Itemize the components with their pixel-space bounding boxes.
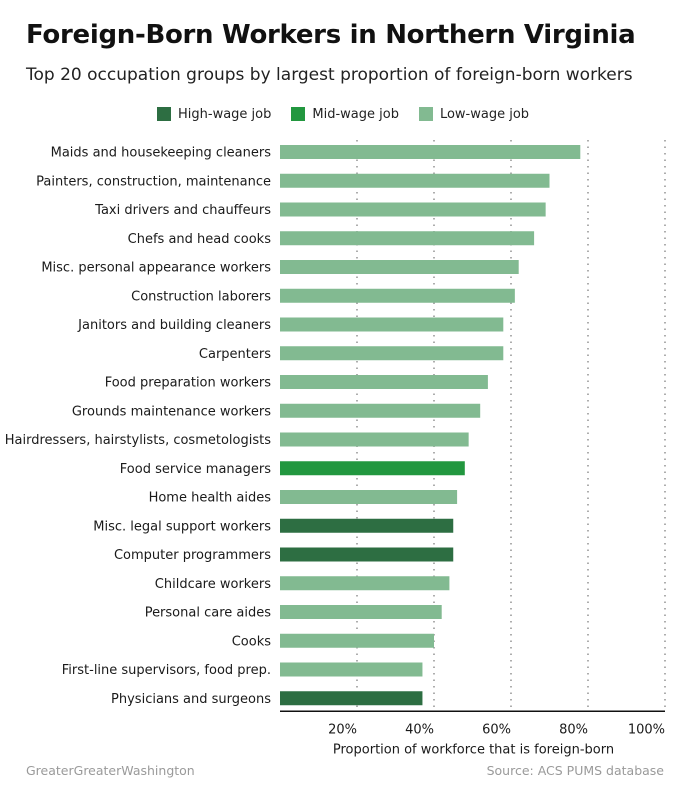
bar-18: [280, 662, 423, 677]
bar-19: [280, 691, 423, 706]
category-label-9: Grounds maintenance workers: [72, 404, 271, 419]
bar-12: [280, 490, 458, 504]
chart-subtitle: Top 20 occupation groups by largest prop…: [26, 65, 633, 85]
footer-brand: GreaterGreaterWashington: [26, 763, 195, 778]
category-label-17: Cooks: [232, 634, 272, 649]
category-label-6: Janitors and building cleaners: [77, 318, 271, 333]
bar-15: [280, 576, 450, 591]
x-tick-label-0: 20%: [328, 722, 357, 737]
legend-item-low: Low-wage job: [418, 106, 530, 122]
category-label-5: Construction laborers: [131, 289, 271, 304]
x-tick-label-2: 60%: [482, 722, 511, 737]
footer-source: Source: ACS PUMS database: [486, 763, 664, 778]
bar-7: [280, 346, 504, 361]
category-label-3: Chefs and head cooks: [128, 232, 272, 247]
category-label-14: Computer programmers: [114, 548, 271, 563]
bar-6: [280, 317, 504, 332]
bar-0: [280, 145, 581, 159]
x-axis-label: Proportion of workforce that is foreign-…: [333, 742, 614, 757]
category-label-2: Taxi drivers and chauffeurs: [94, 203, 271, 218]
x-tick-label-4: 100%: [628, 722, 665, 737]
legend-label-low: Low-wage job: [439, 106, 530, 122]
bar-17: [280, 633, 434, 648]
legend: High-wage job Mid-wage job Low-wage job: [157, 106, 549, 122]
category-label-15: Childcare workers: [155, 577, 271, 592]
legend-swatch-mid: [291, 107, 306, 121]
category-label-19: Physicians and surgeons: [111, 692, 271, 707]
bar-2: [280, 202, 546, 217]
chart-title: Foreign-Born Workers in Northern Virgini…: [26, 20, 636, 50]
category-label-7: Carpenters: [199, 347, 271, 362]
legend-label-high: High-wage job: [178, 106, 272, 122]
category-label-1: Painters, construction, maintenance: [36, 174, 271, 189]
legend-item-mid: Mid-wage job: [291, 107, 399, 122]
bar-13: [280, 518, 454, 533]
legend-label-mid: Mid-wage job: [312, 106, 399, 122]
bar-3: [280, 231, 535, 246]
bar-1: [280, 173, 550, 188]
bar-4: [280, 260, 519, 274]
bar-10: [280, 432, 469, 447]
bar-5: [280, 288, 515, 303]
category-label-16: Personal care aides: [145, 606, 272, 621]
legend-swatch-high: [157, 107, 171, 121]
category-label-10: Hairdressers, hairstylists, cosmetologis…: [5, 433, 271, 448]
bar-11: [280, 461, 465, 476]
category-label-12: Home health aides: [149, 491, 272, 506]
category-label-18: First-line supervisors, food prep.: [62, 663, 271, 678]
bar-14: [280, 547, 454, 562]
x-tick-label-3: 80%: [559, 722, 588, 737]
bar-8: [280, 375, 488, 389]
category-label-4: Misc. personal appearance workers: [41, 261, 271, 276]
category-label-11: Food service managers: [120, 462, 271, 477]
x-tick-label-1: 40%: [405, 722, 434, 737]
legend-swatch-low: [418, 107, 433, 121]
bar-9: [280, 403, 481, 418]
category-label-13: Misc. legal support workers: [93, 519, 271, 534]
bar-16: [280, 605, 442, 619]
category-label-0: Maids and housekeeping cleaners: [51, 146, 272, 161]
legend-item-high: High-wage job: [157, 107, 271, 122]
category-label-8: Food preparation workers: [105, 376, 272, 391]
